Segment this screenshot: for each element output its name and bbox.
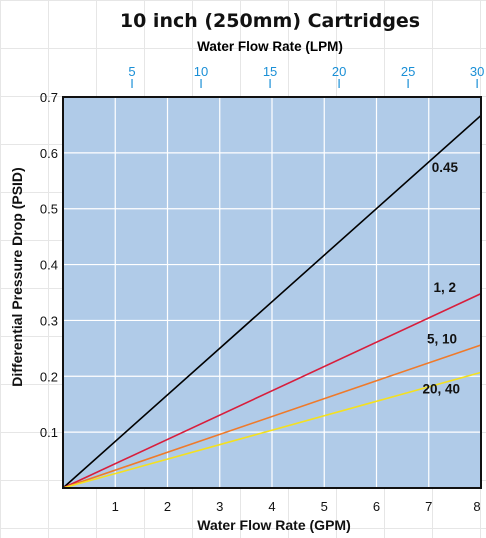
top-tick-label: 5 (128, 64, 135, 79)
x-tick-label: 8 (473, 499, 480, 514)
top-tick-label: 20 (332, 64, 346, 79)
x-tick-label: 4 (268, 499, 275, 514)
series-label: 1, 2 (433, 280, 456, 295)
x-tick-label: 1 (112, 499, 119, 514)
y-tick-label: 0.4 (40, 258, 58, 273)
x-tick-label: 3 (216, 499, 223, 514)
top-tick-label: 10 (194, 64, 208, 79)
series-line-4 (62, 371, 482, 489)
top-tick-label: 25 (401, 64, 415, 79)
series-line-2 (62, 292, 482, 489)
top-axis-label: Water Flow Rate (LPM) (197, 39, 343, 54)
y-axis-label: Differential Pressure Drop (PSID) (9, 167, 25, 386)
plot-frame (62, 96, 482, 489)
series-line-1 (62, 114, 482, 489)
chart-title: 10 inch (250mm) Cartridges (120, 10, 420, 32)
top-tick-label: 30 (470, 64, 484, 79)
x-tick-label: 5 (321, 499, 328, 514)
x-tick-label: 2 (164, 499, 171, 514)
series-label: 5, 10 (427, 331, 457, 346)
x-tick-label: 7 (425, 499, 432, 514)
x-axis-label: Water Flow Rate (GPM) (197, 517, 351, 533)
x-tick-label: 6 (373, 499, 380, 514)
series-label: 20, 40 (422, 382, 460, 397)
top-tick-label: 15 (263, 64, 277, 79)
y-tick-label: 0.6 (40, 146, 58, 161)
y-tick-label: 0.3 (40, 313, 58, 328)
y-tick-label: 0.2 (40, 369, 58, 384)
series-line-3 (62, 344, 482, 489)
y-tick-label: 0.7 (40, 90, 58, 105)
y-tick-label: 0.1 (40, 425, 58, 440)
y-tick-label: 0.5 (40, 202, 58, 217)
series-label: 0.45 (432, 160, 459, 175)
